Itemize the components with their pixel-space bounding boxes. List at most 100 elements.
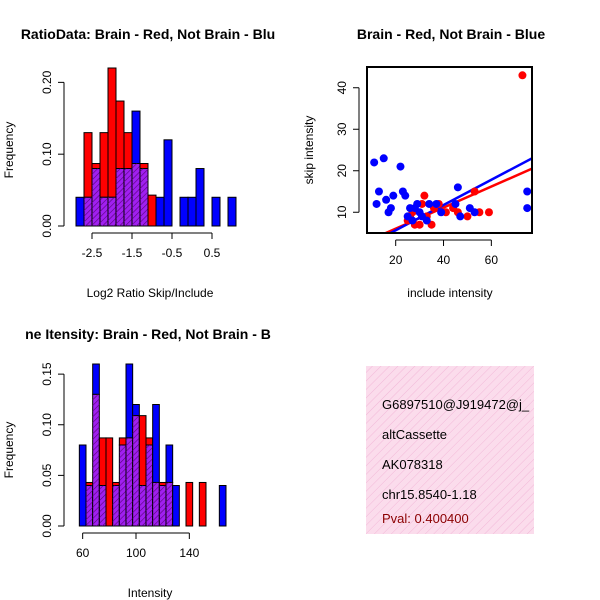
overlap-bar-hatch: [86, 485, 93, 526]
overlap-bar-hatch: [132, 163, 140, 226]
not-brain-point: [437, 208, 446, 217]
not-brain-bar: [211, 196, 221, 227]
y-tick-label: 0.15: [40, 362, 54, 386]
overlap-bar-hatch: [159, 485, 166, 526]
fit-lines: [382, 157, 532, 233]
not-brain-bar: [152, 404, 160, 483]
brain-bar: [185, 481, 194, 527]
y-tick-label: 0.10: [40, 142, 54, 166]
brain-bar: [145, 437, 154, 446]
overlap-bar-hatch: [152, 482, 160, 526]
not-brain-point: [453, 183, 462, 192]
overlap-bar-hatch: [166, 482, 173, 526]
brain-bar: [105, 437, 114, 527]
y-tick-label: 0.10: [40, 413, 54, 437]
brain-bar: [115, 100, 125, 170]
overlap-bar-hatch: [146, 445, 153, 526]
overlap-bar-hatch: [92, 394, 100, 526]
y-axis-label: Frequency: [2, 422, 16, 479]
not-brain-bar: [227, 196, 237, 227]
overlap-bar-hatch: [132, 415, 140, 526]
not-brain-point: [523, 204, 532, 213]
brain-bar: [107, 67, 117, 198]
y-axis-label: skip intensity: [302, 116, 316, 185]
x-tick-label: 0.5: [204, 246, 221, 260]
scatter-points: [370, 71, 532, 233]
not-brain-fit-line: [387, 157, 532, 233]
brain-point: [484, 208, 493, 217]
not-brain-bar: [163, 139, 173, 227]
chart-title: RatioData: Brain - Red, Not Brain - Blu: [21, 26, 275, 42]
brain-fit-line: [382, 167, 532, 233]
not-brain-point: [396, 162, 405, 171]
x-axis-label: include intensity: [407, 286, 492, 300]
brain-point: [463, 212, 472, 221]
y-tick-label: 0.20: [40, 70, 54, 94]
brain-bar: [83, 132, 93, 198]
info-panel-hatch: [366, 366, 534, 534]
y-tick-label: 30: [335, 122, 349, 136]
x-tick-label: 140: [179, 546, 199, 560]
brain-point: [415, 220, 424, 229]
overlap-bar-hatch: [116, 168, 124, 226]
not-brain-point: [374, 187, 383, 196]
brain-point: [420, 191, 429, 200]
x-tick-label: 100: [126, 546, 146, 560]
not-brain-bar: [165, 444, 174, 483]
intensity-histogram: ne Itensity: Brain - Red, Not Brain - B …: [2, 326, 271, 600]
x-axis-label: Log2 Ratio Skip/Include: [87, 286, 214, 300]
not-brain-bar: [195, 168, 205, 227]
not-brain-bar: [132, 404, 140, 417]
overlap-bar-hatch: [100, 197, 108, 226]
x-tick-label: -1.5: [122, 246, 143, 260]
not-brain-bar: [131, 110, 141, 165]
not-brain-point: [413, 199, 422, 208]
axes: 20 40 60 10 20 30 40: [335, 66, 533, 267]
y-tick-label: 40: [335, 81, 349, 95]
chart-title: ne Itensity: Brain - Red, Not Brain - B: [25, 326, 271, 342]
plot-frame: [366, 66, 533, 234]
y-tick-label: 0.05: [40, 463, 54, 487]
x-tick-label: -0.5: [162, 246, 183, 260]
not-brain-point: [379, 154, 388, 163]
not-brain-bar: [172, 485, 180, 527]
brain-bar: [123, 132, 133, 170]
locus: chr15.8540-1.18: [382, 487, 477, 502]
brain-bar: [118, 437, 127, 446]
histogram-bars: [78, 363, 227, 527]
intensity-scatter: Brain - Red, Not Brain - Blue 20 40 601020…: [302, 26, 545, 300]
brain-point: [470, 187, 479, 196]
event-type: altCassette: [382, 427, 447, 442]
y-tick-label: 20: [335, 164, 349, 178]
not-brain-bar: [75, 196, 85, 227]
histogram-bars: [75, 67, 237, 227]
not-brain-bar: [179, 196, 189, 227]
brain-bar: [99, 132, 109, 198]
not-brain-bar: [125, 363, 134, 439]
brain-bar: [139, 163, 149, 170]
axes: -2.5 -1.5 -0.5 0.5 0.00 0.10 0.20: [40, 70, 221, 260]
p-value: Pval: 0.400400: [382, 511, 469, 526]
x-tick-label: -2.5: [82, 246, 103, 260]
accession: AK078318: [382, 457, 443, 472]
y-tick-label: 0.00: [40, 214, 54, 238]
not-brain-point: [372, 199, 381, 208]
overlap-bar-hatch: [126, 437, 133, 526]
x-tick-label: 60: [76, 546, 90, 560]
not-brain-point: [382, 195, 391, 204]
x-axis-label: Intensity: [128, 586, 173, 600]
chart-title: Brain - Red, Not Brain - Blue: [357, 26, 545, 42]
not-brain-point: [470, 208, 479, 217]
overlap-bar-hatch: [92, 168, 100, 226]
brain-bar: [91, 163, 101, 170]
not-brain-bar: [218, 485, 227, 527]
axes: 60 100 140 0.00 0.05 0.10 0.15: [40, 362, 200, 560]
not-brain-point: [386, 204, 395, 213]
x-tick-label: 60: [485, 253, 499, 267]
not-brain-point: [422, 216, 431, 225]
y-axis-label: Frequency: [2, 122, 16, 179]
not-brain-point: [408, 216, 417, 225]
not-brain-point: [523, 187, 532, 196]
event-id: G6897510@J919472@j_: [382, 397, 530, 412]
